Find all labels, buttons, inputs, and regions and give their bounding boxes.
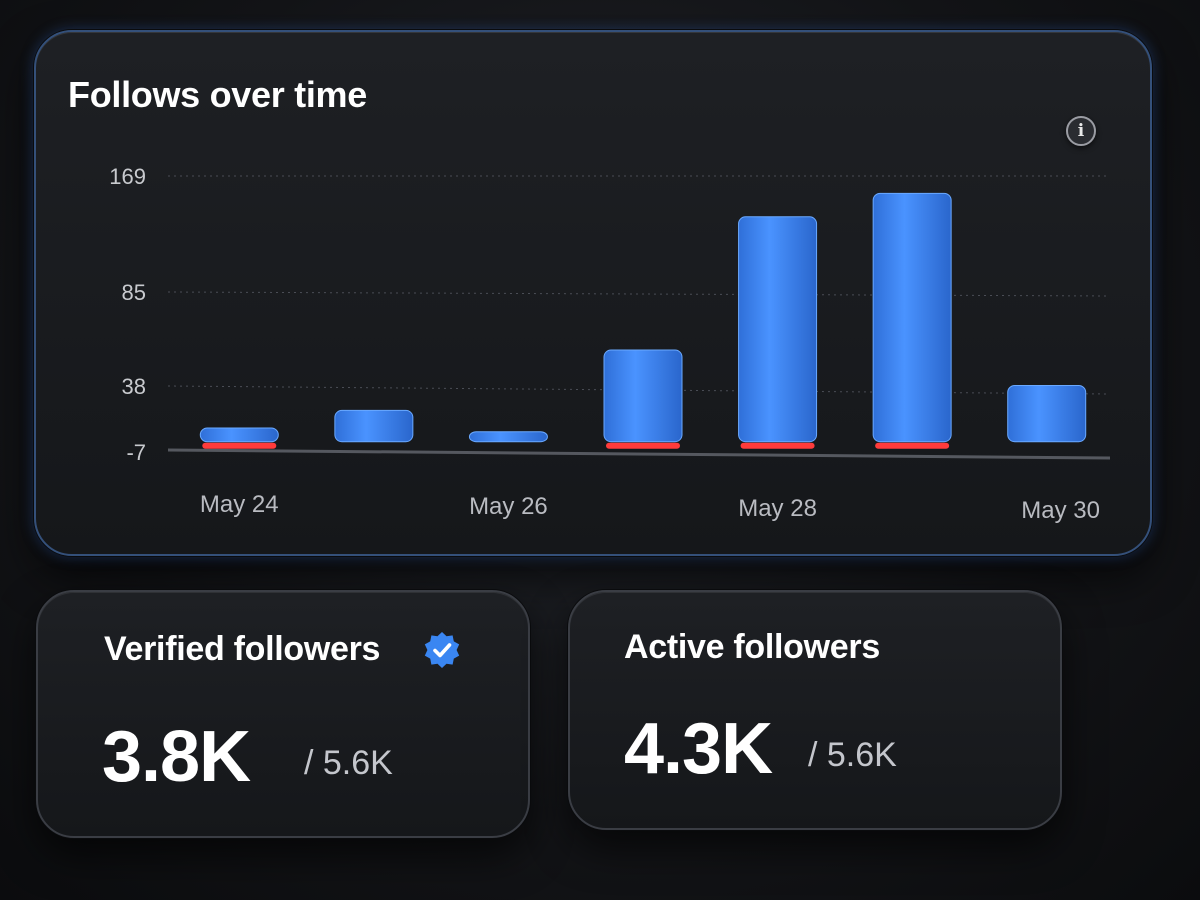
bar[interactable]: [199, 427, 279, 443]
bar[interactable]: [603, 349, 683, 443]
grid-lines: [167, 175, 1111, 460]
info-icon[interactable]: i: [1066, 116, 1096, 146]
active-followers-card: [568, 590, 1062, 830]
bar[interactable]: [1007, 384, 1087, 443]
negative-bar[interactable]: [740, 442, 815, 449]
negative-bar[interactable]: [606, 442, 680, 449]
verified-check-icon: [424, 632, 460, 668]
negative-bars: [202, 442, 950, 449]
active-followers-label: Active followers: [624, 628, 880, 666]
bars: [199, 192, 1087, 443]
x-tick-label: May 30: [1021, 497, 1100, 524]
bar[interactable]: [738, 216, 818, 443]
bar[interactable]: [872, 192, 952, 443]
follows-chart-card: [34, 30, 1152, 556]
x-tick-label: May 24: [200, 491, 279, 518]
x-axis-line: [167, 448, 1111, 460]
negative-bar[interactable]: [875, 442, 950, 449]
y-tick-label: -7: [126, 440, 146, 465]
grid-line: [167, 385, 1111, 395]
chart-title: Follows over time: [68, 74, 367, 115]
y-axis-ticks: 169 85 38 -7: [109, 164, 146, 465]
negative-bar[interactable]: [202, 442, 277, 449]
active-followers-total: / 5.6K: [808, 736, 897, 774]
x-axis-ticks: May 24 May 26 May 28 May 30: [200, 491, 1100, 524]
y-tick-label: 85: [122, 280, 146, 305]
bar[interactable]: [334, 409, 414, 443]
verified-followers-label: Verified followers: [104, 630, 381, 668]
verified-followers-total: / 5.6K: [304, 744, 393, 782]
y-tick-label: 38: [122, 374, 146, 399]
follows-bar-chart: 169 85 38 -7 May 24 May 26 May 28 May 30: [109, 164, 1111, 524]
active-followers-value: 4.3K: [624, 709, 773, 789]
x-tick-label: May 26: [469, 493, 548, 520]
y-tick-label: 169: [109, 164, 146, 189]
grid-line: [167, 291, 1111, 297]
x-tick-label: May 28: [738, 495, 817, 522]
bar[interactable]: [468, 431, 548, 443]
verified-followers-value: 3.8K: [102, 717, 251, 797]
verified-followers-card: [36, 590, 530, 838]
